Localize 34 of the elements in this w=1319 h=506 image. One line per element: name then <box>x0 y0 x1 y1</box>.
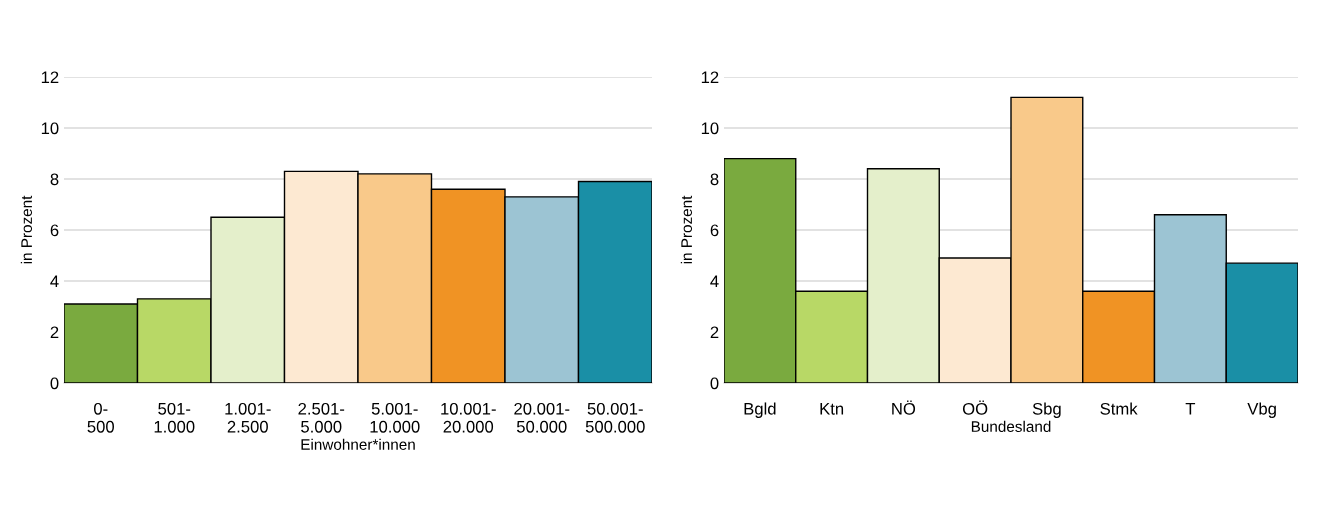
y-tick-label: 0 <box>710 377 719 390</box>
y-axis-title: in Prozent <box>20 195 33 264</box>
x-tick-label: Bgld <box>744 402 776 418</box>
y-tick-label: 6 <box>710 224 719 237</box>
y-tick-label: 4 <box>50 275 59 288</box>
x-tick-label: Vbg <box>1247 402 1276 418</box>
y-tick-label: 2 <box>710 326 719 339</box>
y-tick-label: 10 <box>41 122 59 135</box>
x-tick-label: 1.001- 2.500 <box>225 402 271 433</box>
y-tick-label: 2 <box>50 326 59 339</box>
y-tick-label: 12 <box>41 71 59 84</box>
y-tick-label: 8 <box>710 173 719 186</box>
y-tick-label: 10 <box>701 122 719 135</box>
y-tick-label: 0 <box>50 377 59 390</box>
y-tick-label: 6 <box>50 224 59 237</box>
x-tick-label: 5.001- 10.000 <box>370 402 420 433</box>
y-tick-label: 12 <box>701 71 719 84</box>
x-tick-label: OÖ <box>962 400 988 415</box>
x-tick-label: T <box>1185 403 1196 415</box>
x-axis-title: Bundesland <box>971 420 1051 432</box>
x-tick-label: 10.001- 20.000 <box>441 402 496 433</box>
x-tick-label: Stmk <box>1100 402 1138 415</box>
x-tick-label: 50.001- 500.000 <box>585 402 645 433</box>
y-tick-label: 4 <box>710 275 719 288</box>
x-tick-label: 20.001- 50.000 <box>514 402 570 433</box>
x-tick-label: 2.501- 5.000 <box>298 402 345 433</box>
x-tick-label: NÖ <box>892 400 916 415</box>
x-tick-label: Ktn <box>820 403 844 415</box>
y-axis-title: in Prozent <box>680 195 693 264</box>
x-tick-label: Sbg <box>1032 402 1061 418</box>
x-tick-label: 0- 500 <box>87 402 114 433</box>
x-tick-label: 501- 1.000 <box>154 402 195 433</box>
y-tick-label: 8 <box>50 173 59 186</box>
x-axis-title: Einwohner*innen <box>301 438 415 450</box>
